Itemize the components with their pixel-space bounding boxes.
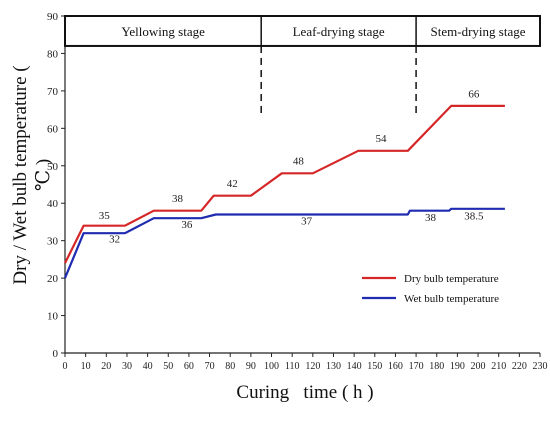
x-tick-label: 220: [512, 361, 527, 372]
data-label: 38: [425, 212, 437, 224]
x-tick-label: 100: [264, 361, 279, 372]
x-tick-label: 230: [533, 361, 548, 372]
legend-label-dry: Dry bulb temperature: [404, 273, 499, 285]
stage-label-1: Yellowing stage: [121, 24, 205, 39]
y-axis-label: Dry / Wet bulb temperature ( ℃ ): [10, 65, 54, 285]
stage-header-box: [64, 15, 541, 47]
x-tick-label: 10: [81, 361, 91, 372]
x-tick-label: 50: [163, 361, 173, 372]
data-label: 48: [293, 156, 305, 168]
x-tick-label: 110: [285, 361, 300, 372]
data-label: 42: [227, 178, 238, 190]
x-tick-label: 30: [122, 361, 132, 372]
x-tick-label: 80: [225, 361, 235, 372]
y-tick-label: 90: [47, 11, 59, 23]
data-label: 32: [109, 234, 120, 246]
x-tick-label: 160: [388, 361, 403, 372]
wet-bulb-line: [63, 207, 505, 279]
y-tick-label: 50: [47, 161, 59, 173]
data-label: 35: [99, 210, 111, 222]
legend-label-wet: Wet bulb temperature: [404, 293, 499, 305]
x-tick-label: 210: [491, 361, 506, 372]
x-tick-label: 190: [450, 361, 465, 372]
y-tick-label: 60: [47, 123, 59, 135]
x-tick-label: 130: [326, 361, 341, 372]
x-tick-label: 0: [63, 361, 68, 372]
x-tick-label: 140: [347, 361, 362, 372]
x-tick-label: 150: [367, 361, 382, 372]
x-tick-label: 200: [471, 361, 486, 372]
data-label: 54: [375, 133, 387, 145]
x-tick-label: 170: [409, 361, 424, 372]
data-label: 37: [301, 216, 313, 228]
annotation-group: 35 32 38 36 42 48 37 54 38 66 38.5: [99, 88, 484, 245]
x-tick-label: 70: [205, 361, 215, 372]
y-tick-label: 80: [47, 48, 59, 60]
x-tick-label: 120: [305, 361, 320, 372]
y-tick-label: 70: [47, 86, 59, 98]
y-tick-label: 40: [47, 198, 59, 210]
stage-header-group: Yellowing stage Leaf-drying stage Stem-dry…: [64, 15, 541, 118]
y-tick-label: 20: [47, 273, 59, 285]
x-tick-label: 60: [184, 361, 194, 372]
y-tick-label: 10: [47, 311, 59, 323]
stage-label-2: Leaf-drying stage: [293, 24, 385, 39]
axes-group: 0 10 20 30 40 50 60 70 80 90 0 10 20 30 40 50 60 70 80 90 10…: [47, 11, 548, 372]
x-tick-label: 20: [101, 361, 111, 372]
x-tick-label: 40: [143, 361, 153, 372]
data-label: 36: [181, 219, 193, 231]
legend: Dry bulb temperature Wet bulb temperature: [362, 273, 499, 305]
dry-bulb-line: [64, 104, 505, 264]
x-axis-label: Curing time ( h ): [236, 382, 374, 403]
data-label: 38: [172, 193, 184, 205]
y-tick-label: 0: [53, 348, 59, 360]
data-label: 38.5: [464, 211, 484, 223]
y-tick-label: 30: [47, 236, 59, 248]
stage-label-3: Stem-drying stage: [431, 24, 526, 39]
series-group: [63, 104, 505, 279]
x-tick-label: 90: [246, 361, 256, 372]
data-label: 66: [468, 88, 480, 100]
x-tick-label: 180: [429, 361, 444, 372]
